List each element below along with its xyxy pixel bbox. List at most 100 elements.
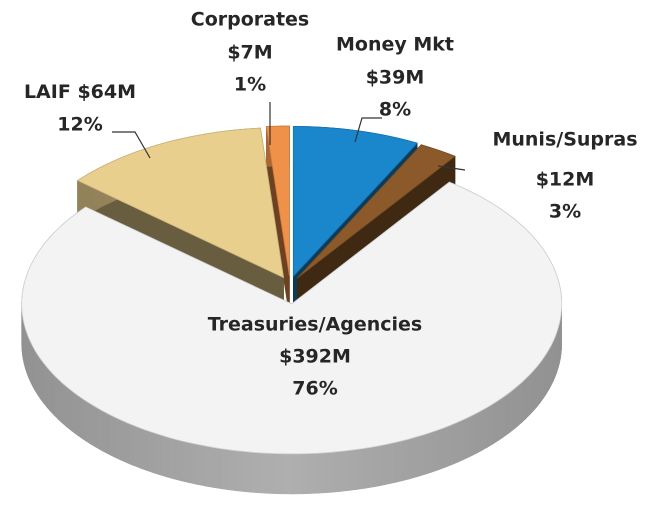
slice-wall (167, 436, 176, 480)
slice-wall (503, 392, 509, 438)
slice-wall (283, 453, 293, 495)
slice-wall (32, 344, 36, 392)
slice-wall (521, 377, 527, 424)
percent-label: 3% (549, 201, 581, 223)
slice-wall (356, 448, 365, 490)
slice-wall (53, 374, 59, 420)
slice-wall (204, 445, 213, 488)
category-label: Money Mkt (336, 34, 454, 56)
slice-wall (363, 446, 373, 489)
slice-wall (37, 353, 41, 400)
slice-wall (416, 434, 425, 478)
slice-wall (259, 452, 269, 494)
percent-label: 12% (57, 114, 102, 136)
slice-wall (108, 413, 115, 458)
slice-wall (423, 432, 432, 476)
slice-wall (386, 442, 396, 485)
amount-label: $39M (366, 67, 425, 89)
slice (297, 144, 456, 279)
leader-line (354, 117, 382, 143)
slice-wall (189, 442, 198, 485)
slice (265, 125, 290, 277)
slice-wall (220, 448, 229, 491)
slice-wall (430, 429, 439, 473)
category-label: LAIF (24, 81, 71, 103)
slice-wall (457, 418, 465, 463)
slice (292, 125, 418, 278)
slice-wall (371, 445, 380, 488)
slice-wall (492, 399, 499, 445)
slice-wall (324, 451, 333, 494)
slice-wall (450, 421, 458, 466)
slice-wall (197, 444, 206, 487)
slice-wall (120, 419, 128, 464)
amount-label: $64M (77, 81, 136, 103)
slice-wall (139, 427, 148, 471)
slice-wall (227, 449, 237, 492)
slice-wall (316, 452, 325, 494)
category-label: Treasuries/Agencies (208, 314, 423, 336)
slice-wall (507, 389, 514, 435)
amount-label: $392M (279, 346, 351, 368)
slice-wall (243, 451, 253, 493)
slice-wall (80, 397, 87, 442)
slice-wall (212, 446, 221, 489)
slice-wall (66, 386, 72, 432)
slice-wall (401, 438, 410, 482)
slice-wall (300, 453, 309, 495)
slice-wall (332, 451, 341, 493)
slice-wall (50, 370, 55, 416)
slice-wall (497, 396, 504, 442)
slice-wall (487, 403, 494, 448)
slice-wall (540, 357, 544, 404)
leader-line (112, 131, 151, 159)
slice-wall (46, 366, 51, 412)
slice-wall (275, 453, 285, 495)
slice-wall (545, 348, 550, 396)
slice-wall (292, 453, 301, 495)
slice-wall (536, 361, 541, 408)
slice-wall (512, 385, 518, 431)
slice (21, 181, 563, 455)
slice-wall (182, 440, 191, 484)
slice-wall (91, 403, 98, 449)
slice-wall (481, 406, 488, 451)
slice-wall (517, 381, 523, 427)
slice-wall (340, 450, 349, 492)
slice-wall (463, 416, 471, 460)
slice-wall (40, 357, 44, 404)
percent-label: 1% (234, 74, 266, 96)
slice-wall (160, 434, 169, 478)
slice-wall (114, 416, 121, 461)
slice-wall (34, 349, 38, 396)
category-label: Munis/Supras (492, 129, 637, 151)
slice-wall (96, 407, 103, 452)
slice-wall (409, 436, 418, 480)
amount-label: $12M (536, 169, 595, 191)
leader-line (437, 165, 466, 171)
slice-wall (348, 449, 357, 491)
slice-wall (75, 393, 82, 439)
slice-wall (70, 389, 77, 435)
percent-label: 8% (379, 99, 411, 121)
slice-wall (30, 341, 33, 387)
slice-wall (146, 430, 154, 474)
slice-wall (61, 382, 67, 428)
slice-wall (525, 373, 531, 420)
slice-wall (235, 450, 245, 492)
slice-wall (475, 409, 483, 455)
slice-wall (153, 432, 161, 476)
slice-wall (267, 453, 277, 494)
slice-wall (43, 362, 48, 408)
slice-wall (174, 438, 183, 482)
slice-wall (444, 424, 452, 469)
slice-wall (550, 340, 554, 386)
slice-wall (308, 452, 317, 494)
slice-wall (394, 440, 403, 483)
slice-wall (85, 400, 92, 445)
slice (76, 127, 285, 279)
slice-wall (57, 378, 63, 424)
slice-wall (133, 424, 141, 469)
slice-wall (529, 369, 534, 416)
